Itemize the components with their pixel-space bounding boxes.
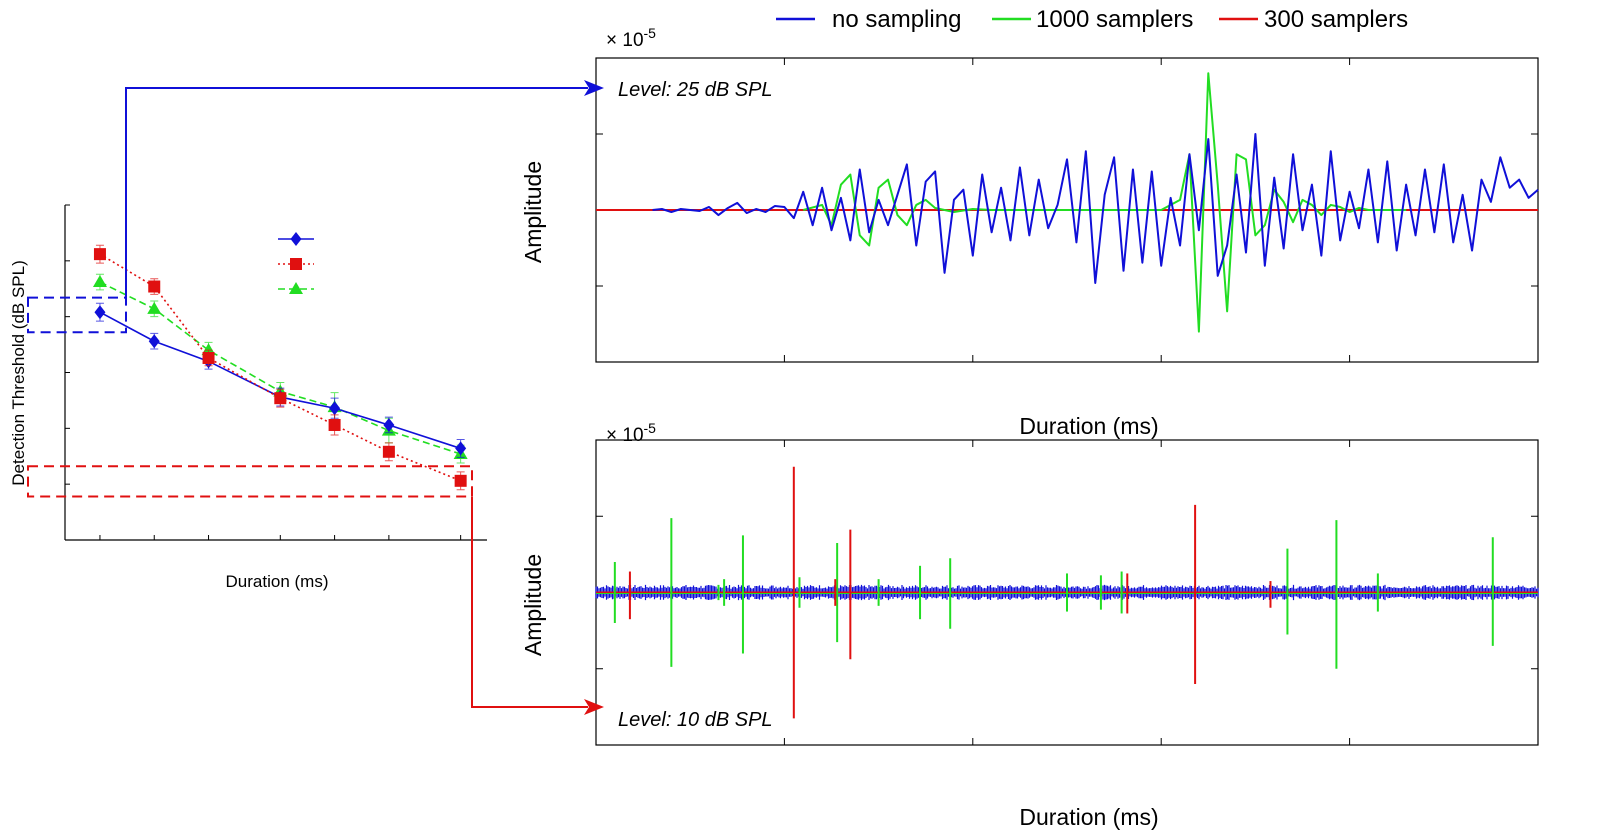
connector-arrowhead-blue xyxy=(584,80,604,96)
threshold-y-axis-label: Detection Threshold (dB SPL) xyxy=(9,260,28,486)
waveform-25db-annotation: Level: 25 dB SPL xyxy=(618,79,773,101)
connector-arrowhead-red xyxy=(584,699,604,715)
threshold-chart: Detection Threshold (dB SPL) Duration (m… xyxy=(9,204,487,591)
connector-line-blue xyxy=(125,87,588,298)
waveform-25db-x-axis-label: Duration (ms) xyxy=(1019,413,1158,439)
top-legend: no sampling 1000 samplers 300 samplers xyxy=(776,6,1408,33)
threshold-point-no-sampling xyxy=(383,417,395,432)
threshold-point-no-sampling xyxy=(148,334,160,349)
threshold-highlight-box-blue xyxy=(27,296,127,334)
waveform-10db-y-axis-label: Amplitude xyxy=(520,554,546,656)
threshold-point-300-samplers xyxy=(382,445,395,458)
threshold-legend xyxy=(278,232,314,294)
threshold-x-axis-label: Duration (ms) xyxy=(226,572,329,591)
waveform-25db-chart: × 10-5 Level: 25 dB SPL Amplitude Durati… xyxy=(520,25,1539,439)
threshold-point-300-samplers xyxy=(328,418,341,431)
waveform-10db-annotation: Level: 10 dB SPL xyxy=(618,709,773,731)
threshold-line-no-sampling xyxy=(99,311,461,450)
connector-line-red xyxy=(471,496,588,708)
threshold-point-1000-samplers xyxy=(147,301,162,314)
threshold-legend-marker-no-sampling xyxy=(290,232,302,246)
waveform-25db-exponent: × 10-5 xyxy=(606,25,656,51)
waveform-10db-chart: × 10-5 Level: 10 dB SPL Amplitude Durati… xyxy=(520,420,1539,830)
legend-label-300-samplers: 300 samplers xyxy=(1264,6,1408,33)
connector-arrows xyxy=(125,80,604,715)
threshold-point-300-samplers xyxy=(454,474,467,487)
legend-label-1000-samplers: 1000 samplers xyxy=(1036,6,1193,33)
legend-label-no-sampling: no sampling xyxy=(832,6,961,33)
threshold-point-no-sampling xyxy=(94,305,106,320)
threshold-point-300-samplers xyxy=(148,280,161,293)
threshold-point-no-sampling xyxy=(455,441,467,456)
threshold-legend-marker-300-samplers xyxy=(290,258,302,270)
waveform-25db-y-axis-label: Amplitude xyxy=(520,161,546,263)
threshold-point-1000-samplers xyxy=(92,275,107,288)
threshold-point-300-samplers xyxy=(202,351,215,364)
threshold-highlight-box-red xyxy=(27,465,473,498)
waveform-25db-line-no-sampling xyxy=(652,133,1539,284)
threshold-point-no-sampling xyxy=(329,401,341,416)
threshold-legend-marker-1000-samplers xyxy=(289,282,303,294)
waveform-25db-line-1000-samplers xyxy=(802,72,1407,333)
waveform-10db-exponent: × 10-5 xyxy=(606,420,656,446)
threshold-point-300-samplers xyxy=(274,392,287,405)
waveform-10db-x-axis-label: Duration (ms) xyxy=(1019,804,1158,830)
threshold-point-300-samplers xyxy=(93,248,106,261)
